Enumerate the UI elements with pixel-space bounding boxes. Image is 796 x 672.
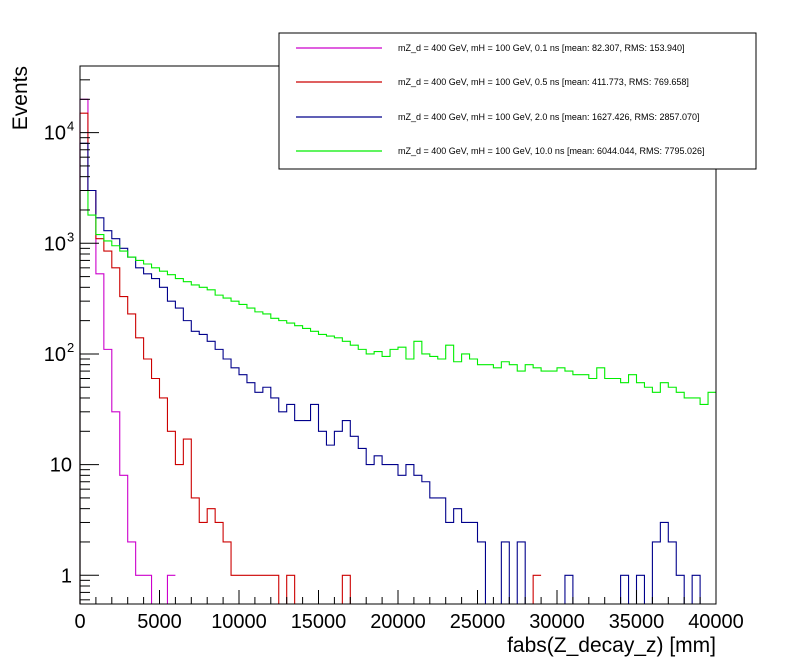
y-tick-exponent: 2 bbox=[67, 340, 74, 355]
y-tick-label: 10 bbox=[44, 233, 66, 255]
x-tick-label: 40000 bbox=[688, 611, 744, 633]
x-axis-title: fabs(Z_decay_z) [mm] bbox=[507, 634, 716, 657]
x-tick-label: 35000 bbox=[609, 611, 665, 633]
y-tick-exponent: 4 bbox=[67, 119, 74, 134]
x-tick-label: 0 bbox=[74, 611, 85, 633]
legend: mZ_d = 400 GeV, mH = 100 GeV, 0.1 ns [me… bbox=[278, 32, 757, 170]
legend-label-10-0ns: mZ_d = 400 GeV, mH = 100 GeV, 10.0 ns [m… bbox=[398, 146, 705, 156]
legend-box bbox=[278, 32, 757, 170]
y-tick-label: 1 bbox=[61, 565, 72, 587]
x-tick-label: 5000 bbox=[137, 611, 182, 633]
x-tick-label: 10000 bbox=[211, 611, 267, 633]
x-tick-label: 30000 bbox=[529, 611, 585, 633]
series-3-histogram bbox=[79, 189, 716, 604]
legend-label-0-5ns: mZ_d = 400 GeV, mH = 100 GeV, 0.5 ns [me… bbox=[398, 77, 689, 87]
y-tick-exponent: 3 bbox=[67, 229, 74, 244]
x-tick-label: 20000 bbox=[370, 611, 426, 633]
legend-label-2-0ns: mZ_d = 400 GeV, mH = 100 GeV, 2.0 ns [me… bbox=[398, 112, 700, 122]
y-tick-label: 10 bbox=[44, 344, 66, 366]
axis-layer: 0 5000 10000 15000 20000 25000 30000 35000 40000… bbox=[44, 65, 744, 633]
x-tick-label: 25000 bbox=[450, 611, 506, 633]
y-axis-title: Events bbox=[9, 66, 32, 130]
legend-label-0-1ns: mZ_d = 400 GeV, mH = 100 GeV, 0.1 ns [me… bbox=[398, 43, 685, 53]
y-tick-label: 10 bbox=[44, 123, 66, 145]
y-tick-label: 10 bbox=[50, 455, 72, 477]
x-tick-label: 15000 bbox=[291, 611, 347, 633]
